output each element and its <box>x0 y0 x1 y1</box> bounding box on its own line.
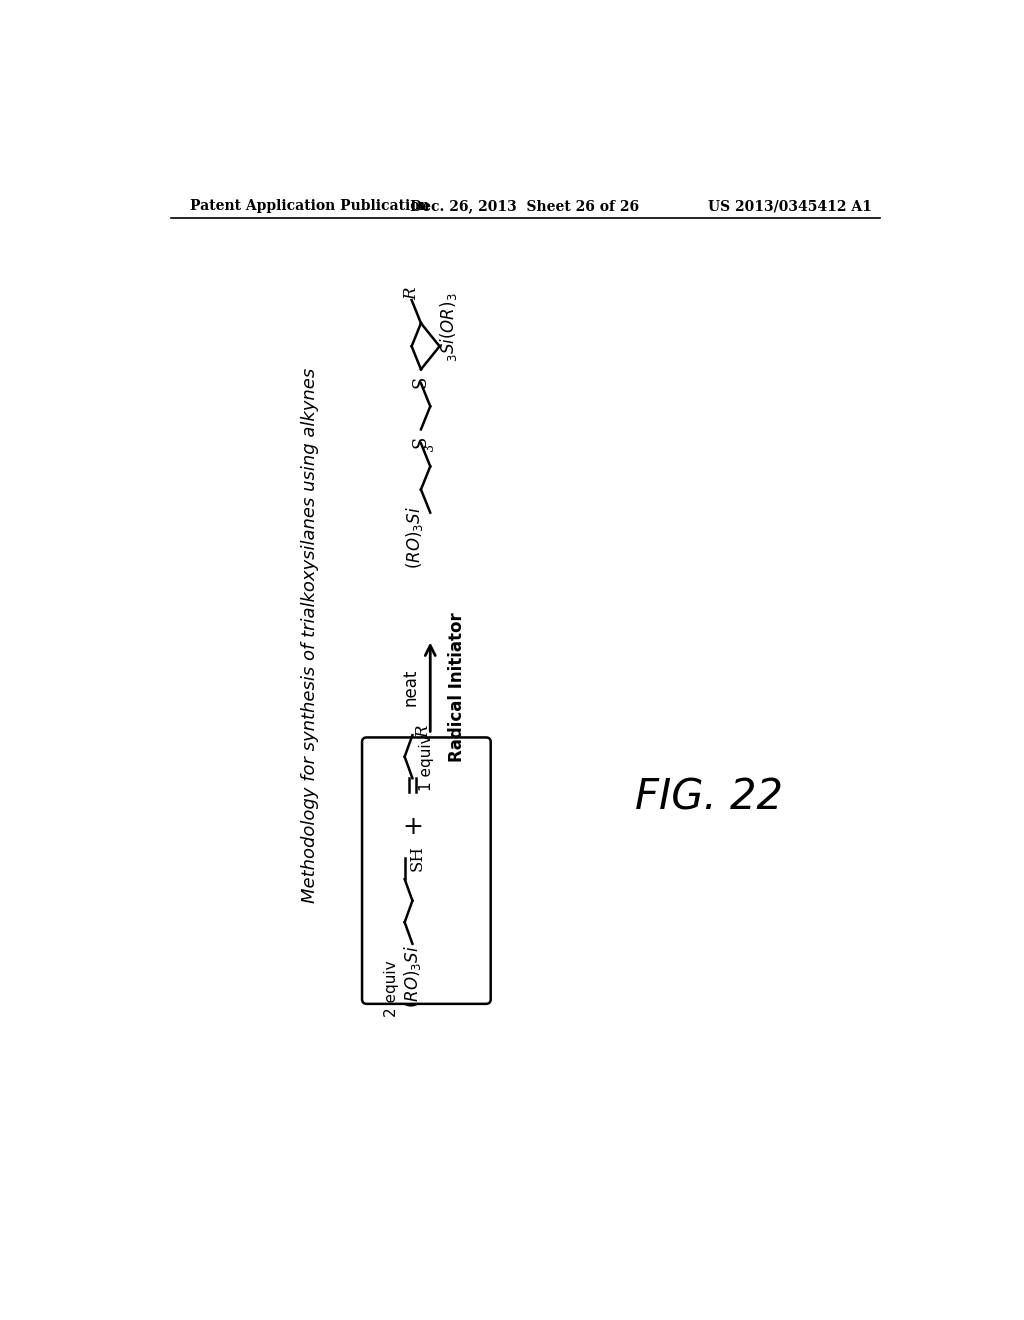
Text: $_3Si(OR)_3$: $_3Si(OR)_3$ <box>437 292 459 362</box>
Text: S: S <box>412 375 430 388</box>
Text: Radical Initiator: Radical Initiator <box>449 612 466 762</box>
Text: 3: 3 <box>423 444 436 451</box>
Text: neat: neat <box>401 668 420 706</box>
Text: SH: SH <box>409 845 426 871</box>
Text: 2 equiv: 2 equiv <box>384 960 399 1016</box>
Text: $(RO)_3Si$: $(RO)_3Si$ <box>404 506 425 569</box>
FancyBboxPatch shape <box>362 738 490 1003</box>
Text: S: S <box>412 436 430 447</box>
Text: FIG. 22: FIG. 22 <box>635 776 783 818</box>
Text: Patent Application Publication: Patent Application Publication <box>190 199 430 213</box>
Text: 1 equiv: 1 equiv <box>419 734 434 791</box>
Text: +: + <box>402 814 423 838</box>
Text: $(RO)_3Si$: $(RO)_3Si$ <box>402 945 423 1007</box>
Text: Dec. 26, 2013  Sheet 26 of 26: Dec. 26, 2013 Sheet 26 of 26 <box>411 199 639 213</box>
Text: R: R <box>415 725 432 738</box>
Text: Methodology for synthesis of trialkoxysilanes using alkynes: Methodology for synthesis of trialkoxysi… <box>301 368 319 903</box>
Text: R: R <box>403 288 420 300</box>
Text: US 2013/0345412 A1: US 2013/0345412 A1 <box>709 199 872 213</box>
